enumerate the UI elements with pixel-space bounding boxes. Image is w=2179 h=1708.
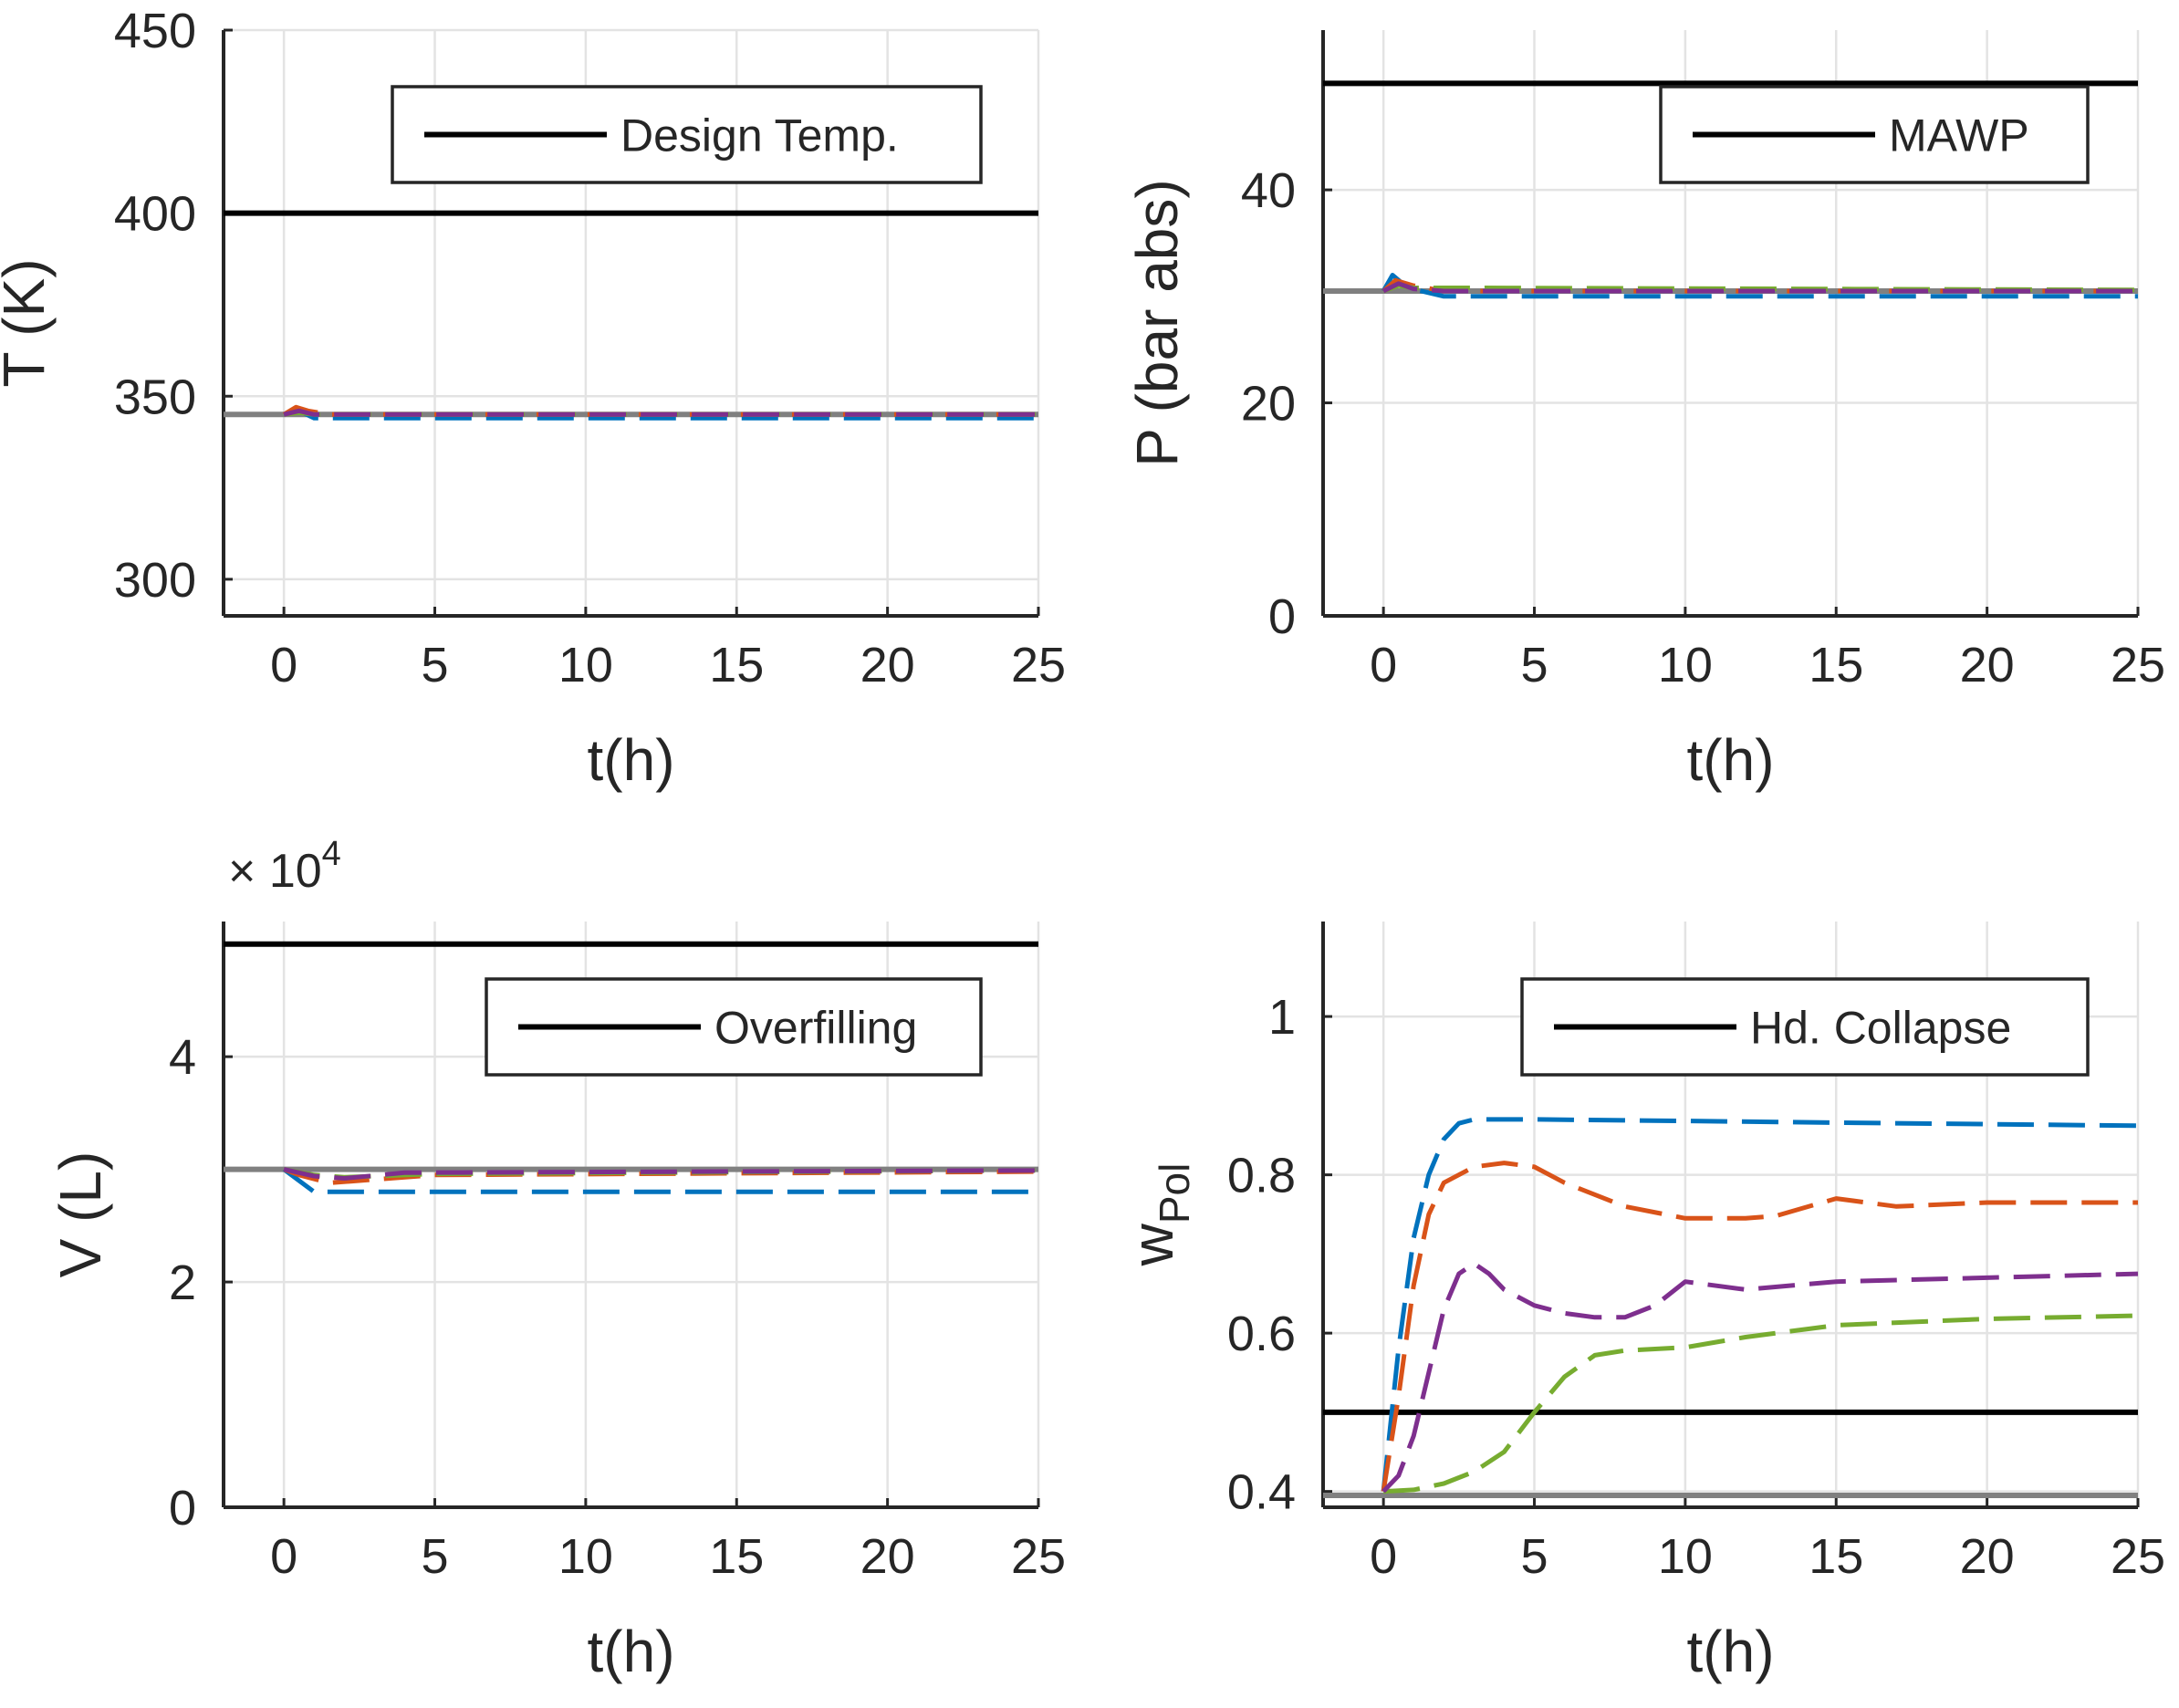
y-tick-label: 350 [114, 370, 196, 424]
series-line-scenario-1 [1381, 273, 2138, 299]
x-axis-label: t(h) [1687, 727, 1775, 793]
legend-label: Overfilling [714, 1003, 917, 1054]
x-tick-label: 25 [2111, 638, 2165, 693]
x-tick-label: 5 [1520, 638, 1548, 693]
y-tick-label: 20 [1241, 377, 1296, 432]
series-line-scenario-1 [1381, 1117, 2138, 1492]
x-tick-label: 20 [1960, 1529, 2015, 1584]
series-group [1323, 1117, 2138, 1498]
y-tick-label: 0.4 [1227, 1465, 1296, 1520]
x-tick-label: 0 [270, 638, 297, 693]
x-tick-label: 0 [1370, 1529, 1397, 1584]
x-tick-label: 10 [558, 638, 613, 693]
x-tick-label: 5 [421, 638, 448, 693]
series-line-scenario-4 [283, 408, 1038, 417]
x-tick-label: 5 [421, 1529, 448, 1584]
series-group [224, 941, 1038, 1194]
series-line-scenario-2 [282, 404, 1038, 417]
y-axis-label: P (bar abs) [1124, 179, 1190, 466]
x-tick-label: 15 [1809, 638, 1863, 693]
y-tick-label: 0 [1268, 589, 1296, 644]
series-group [224, 210, 1038, 421]
series-group [1323, 80, 2138, 299]
legend: Overfilling [485, 977, 983, 1077]
x-tick-label: 15 [709, 638, 764, 693]
x-axis-label: t(h) [588, 1619, 675, 1684]
series-line-scenario-3 [1382, 1313, 2138, 1494]
y-tick-label: 0.8 [1227, 1149, 1296, 1203]
y-tick-label: 0 [169, 1481, 196, 1536]
x-tick-label: 15 [1809, 1529, 1863, 1584]
y-tick-label: 4 [169, 1030, 196, 1085]
x-tick-label: 20 [860, 638, 915, 693]
x-tick-label: 25 [2111, 1529, 2165, 1584]
series-line-scenario-4 [283, 1167, 1038, 1181]
series-line-scenario-4 [1381, 281, 2138, 294]
series-line-scenario-2 [1381, 1161, 2138, 1492]
y-axis-label: wPol [1120, 1163, 1198, 1267]
y-tick-label: 2 [169, 1255, 196, 1310]
y-tick-label: 0.6 [1227, 1307, 1296, 1361]
x-tick-label: 10 [558, 1529, 613, 1584]
y-axis-label: T (K) [0, 258, 57, 387]
chart-panel-1: 0 5 10 15 20 25 300 350 400 450 Design Temp. t(h) T … [0, 4, 1066, 793]
y-tick-label: 450 [114, 4, 196, 58]
x-tick-label: 25 [1011, 638, 1066, 693]
series-line-scenario-1 [282, 1167, 1038, 1194]
x-tick-label: 15 [709, 1529, 764, 1584]
y-axis-label: V (L) [47, 1151, 113, 1278]
y-axis-label-subscript: Pol [1151, 1163, 1198, 1224]
y-tick-label: 1 [1268, 990, 1296, 1045]
x-tick-label: 0 [270, 1529, 297, 1584]
legend-label: Hd. Collapse [1750, 1003, 2011, 1054]
legend-label: MAWP [1889, 110, 2029, 161]
x-tick-label: 25 [1011, 1529, 1066, 1584]
chart-panel-4: 0 5 10 15 20 25 0.4 0.6 0.8 1 Hd. Collapse t(h) wPol [1120, 922, 2165, 1684]
legend: Design Temp. [391, 85, 983, 184]
x-tick-label: 5 [1520, 1529, 1548, 1584]
y-tick-label: 400 [114, 187, 196, 242]
x-tick-label: 20 [860, 1529, 915, 1584]
x-axis-label: t(h) [1687, 1619, 1775, 1684]
legend: MAWP [1659, 85, 2090, 184]
legend: Hd. Collapse [1520, 977, 2090, 1077]
chart-panel-2: 0 5 10 15 20 25 0 20 40 MAWP t(h) P (bar abs) [1124, 30, 2165, 793]
series-line-scenario-4 [1381, 1261, 2138, 1494]
x-tick-label: 10 [1658, 1529, 1713, 1584]
y-axis-exponent: × 104 [228, 835, 341, 898]
x-axis-label: t(h) [588, 727, 675, 793]
y-tick-label: 40 [1241, 163, 1296, 218]
x-tick-label: 20 [1960, 638, 2015, 693]
chart-panel-3: 0 5 10 15 20 25 0 2 4 Overfilling t(h) V (L) × 104 [47, 835, 1066, 1684]
y-axis-exponent-power: 4 [322, 835, 341, 873]
x-tick-label: 10 [1658, 638, 1713, 693]
y-tick-label: 300 [114, 553, 196, 608]
x-tick-label: 0 [1370, 638, 1397, 693]
legend-label: Design Temp. [620, 110, 899, 161]
